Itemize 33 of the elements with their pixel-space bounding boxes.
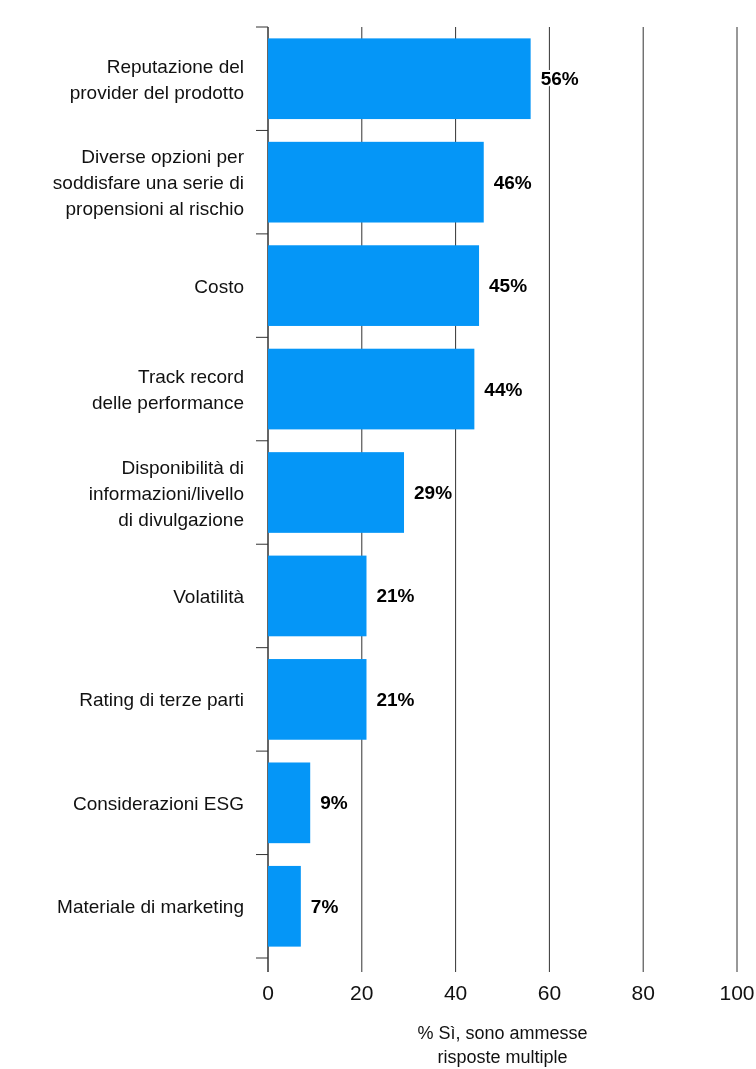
bar — [268, 555, 367, 637]
bar — [268, 348, 475, 430]
x-tick-label: 0 — [262, 981, 274, 1004]
x-tick-label: 60 — [537, 981, 562, 1004]
data-label: 45% — [489, 275, 528, 297]
bar — [268, 865, 301, 947]
y-tick-label: Volatilità — [173, 585, 245, 607]
data-label: 21% — [376, 585, 415, 607]
x-axis-title: % Sì, sono ammesse risposte multiple — [417, 1023, 588, 1067]
y-tick-label: Considerazioni ESG — [72, 792, 244, 814]
bar — [268, 659, 367, 740]
data-label: 21% — [376, 688, 415, 710]
bar — [268, 245, 480, 326]
data-label: 29% — [414, 482, 453, 503]
x-tick-label: 20 — [350, 981, 374, 1004]
x-tick-label: 40 — [443, 981, 468, 1004]
bar — [268, 452, 405, 533]
x-tick-label: 80 — [631, 981, 655, 1004]
y-tick-label: Diverse opzioni per soddisfare una serie di propensioni al rischio — [52, 145, 245, 219]
data-label: 44% — [484, 378, 523, 400]
y-tick-label: Track record delle performance — [91, 365, 244, 413]
y-tick-label: Disponibilità di informazioni/livello di divulgazione — [88, 456, 244, 529]
data-label: 7% — [310, 895, 339, 917]
bar — [268, 141, 484, 223]
y-tick-label: Materiale di marketing — [57, 895, 244, 917]
y-tick-label: Rating di terze parti — [79, 688, 244, 710]
data-label: 46% — [493, 171, 532, 193]
y-tick-label: Reputazione del provider del prodotto — [69, 55, 244, 103]
bar — [268, 38, 531, 120]
x-tick-label: 100 — [719, 981, 755, 1004]
bar — [268, 762, 311, 844]
y-tick-label: Costo — [194, 275, 244, 297]
data-label: 9% — [320, 792, 348, 814]
